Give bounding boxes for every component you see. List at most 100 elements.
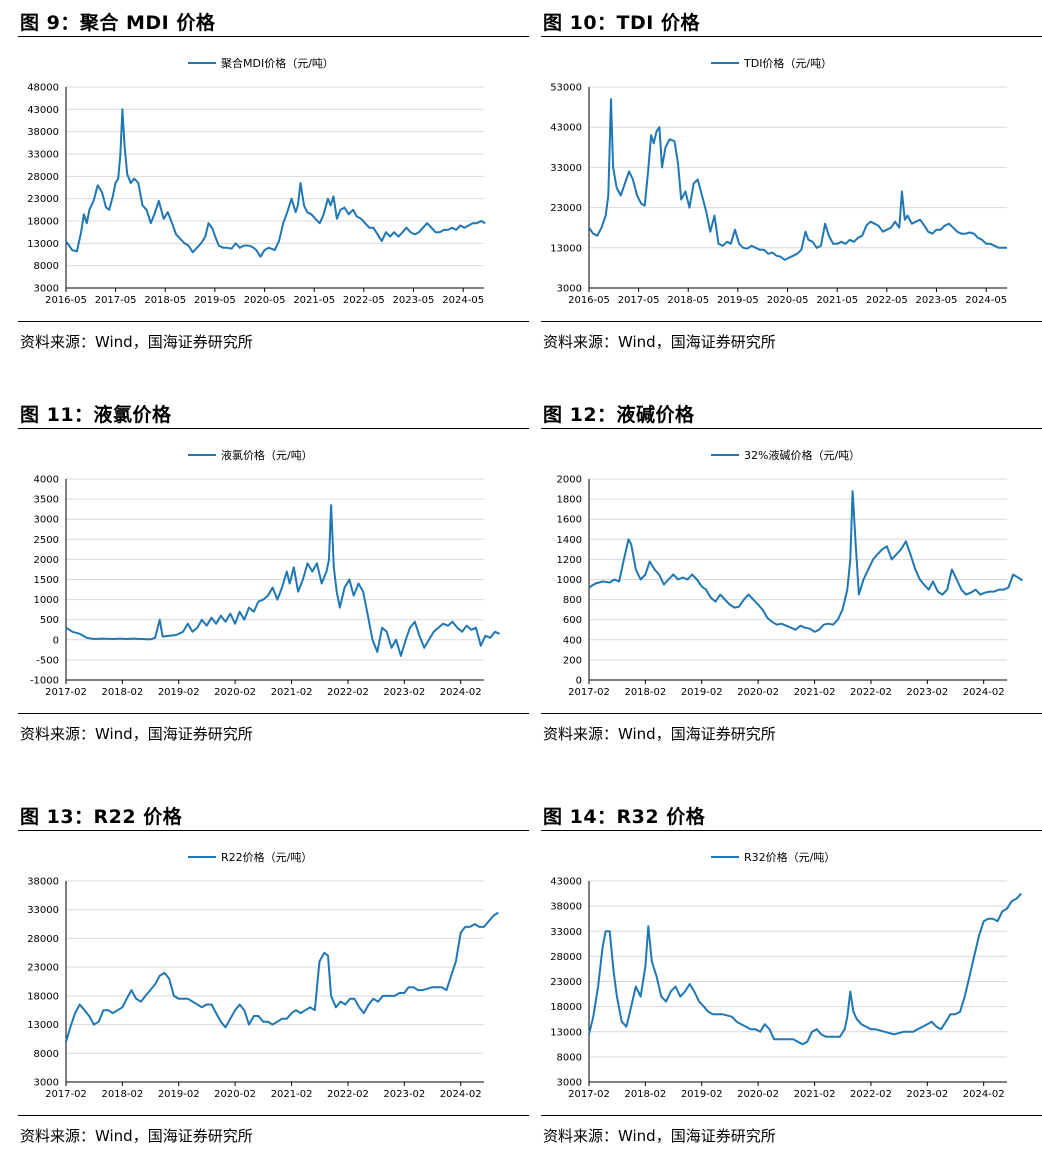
legend-label: 32%液碱价格（元/吨） bbox=[744, 448, 860, 462]
x-tick-label: 2021-02 bbox=[794, 1089, 836, 1100]
x-tick-label: 2022-05 bbox=[343, 295, 385, 306]
figure-title: 图 9：聚合 MDI 价格 bbox=[20, 12, 216, 34]
source-note: 资料来源：Wind，国海证券研究所 bbox=[20, 1127, 253, 1145]
y-tick-label: 43000 bbox=[550, 877, 582, 888]
x-tick-label: 2023-05 bbox=[916, 295, 958, 306]
y-tick-label: 28000 bbox=[550, 952, 582, 963]
legend-label: R22价格（元/吨） bbox=[221, 850, 312, 864]
x-tick-label: 2023-02 bbox=[383, 687, 425, 698]
figure-title: 图 11：液氯价格 bbox=[20, 404, 172, 426]
y-tick-label: 28000 bbox=[27, 934, 59, 945]
x-tick-label: 2020-05 bbox=[767, 295, 809, 306]
y-tick-label: 1800 bbox=[557, 495, 582, 506]
y-tick-label: 23000 bbox=[27, 194, 59, 205]
x-tick-label: 2016-05 bbox=[45, 295, 87, 306]
x-tick-label: 2021-05 bbox=[293, 295, 335, 306]
x-tick-label: 2024-02 bbox=[963, 1089, 1005, 1100]
x-tick-label: 2017-05 bbox=[618, 295, 660, 306]
x-tick-label: 2017-02 bbox=[568, 687, 610, 698]
title-rule bbox=[18, 36, 529, 37]
y-tick-label: 3500 bbox=[34, 495, 59, 506]
y-tick-label: 0 bbox=[53, 635, 59, 646]
source-rule bbox=[541, 1115, 1042, 1116]
y-tick-label: 3000 bbox=[557, 1078, 582, 1089]
y-tick-label: 13000 bbox=[550, 1027, 582, 1038]
liquid-chlorine-price-chart: -1000 -500 0 500 1000 1500 2000 2500 3000 3500 400… bbox=[30, 448, 500, 698]
x-tick-label: 2018-02 bbox=[101, 1089, 143, 1100]
y-tick-label: 400 bbox=[563, 635, 582, 646]
series-line bbox=[65, 108, 486, 258]
x-tick-label: 2019-02 bbox=[681, 687, 723, 698]
y-tick-label: 18000 bbox=[27, 991, 59, 1002]
x-tick-label: 2019-05 bbox=[194, 295, 236, 306]
figure-title: 图 13：R22 价格 bbox=[20, 806, 183, 828]
x-tick-label: 2020-02 bbox=[214, 1089, 256, 1100]
y-tick-label: 18000 bbox=[27, 217, 59, 228]
source-note: 资料来源：Wind，国海证券研究所 bbox=[20, 725, 253, 743]
figure-title: 图 12：液碱价格 bbox=[543, 404, 695, 426]
series-line bbox=[65, 504, 500, 657]
y-tick-label: 13000 bbox=[27, 239, 59, 250]
title-rule bbox=[541, 36, 1042, 37]
y-tick-label: 43000 bbox=[27, 105, 59, 116]
x-tick-label: 2018-05 bbox=[667, 295, 709, 306]
x-tick-label: 2017-02 bbox=[45, 1089, 87, 1100]
x-tick-label: 2023-02 bbox=[906, 687, 948, 698]
y-tick-label: 1000 bbox=[34, 595, 59, 606]
y-tick-label: 18000 bbox=[550, 1002, 582, 1013]
y-tick-label: 8000 bbox=[34, 261, 59, 272]
x-tick-label: 2024-05 bbox=[965, 295, 1007, 306]
r22-price-chart: 3000 8000 13000 18000 23000 28000 33000 38000 20… bbox=[27, 850, 499, 1100]
title-rule bbox=[541, 830, 1042, 831]
source-rule bbox=[18, 321, 529, 322]
y-tick-label: 600 bbox=[563, 615, 582, 626]
series-line bbox=[588, 490, 1024, 633]
legend-label: R32价格（元/吨） bbox=[744, 850, 835, 864]
y-tick-label: 1600 bbox=[557, 515, 582, 526]
x-tick-label: 2024-05 bbox=[442, 295, 484, 306]
y-tick-label: 8000 bbox=[557, 1052, 582, 1063]
x-tick-label: 2022-05 bbox=[866, 295, 908, 306]
title-rule bbox=[18, 830, 529, 831]
source-note: 资料来源：Wind，国海证券研究所 bbox=[543, 1127, 776, 1145]
x-tick-label: 2022-02 bbox=[327, 1089, 369, 1100]
title-rule bbox=[541, 428, 1042, 429]
x-tick-label: 2020-02 bbox=[214, 687, 256, 698]
y-tick-label: 48000 bbox=[27, 83, 59, 94]
source-note: 资料来源：Wind，国海证券研究所 bbox=[20, 333, 253, 351]
r32-price-chart: 3000 8000 13000 18000 23000 28000 33000 38000 43… bbox=[550, 850, 1022, 1100]
y-tick-label: 3000 bbox=[34, 1078, 59, 1089]
x-tick-label: 2023-02 bbox=[383, 1089, 425, 1100]
source-note: 资料来源：Wind，国海证券研究所 bbox=[543, 333, 776, 351]
legend-label: 聚合MDI价格（元/吨） bbox=[221, 56, 334, 70]
y-tick-label: 3000 bbox=[557, 284, 582, 295]
figure-panel-r32: 图 14：R32 价格 3000 8000 13000 18000 23000 28000… bbox=[541, 800, 1042, 1170]
y-tick-label: 38000 bbox=[27, 877, 59, 888]
source-rule bbox=[18, 713, 529, 714]
y-tick-label: 23000 bbox=[27, 963, 59, 974]
caustic-soda-price-chart: 0 200 400 600 800 1000 1200 1400 1600 1800 2000 201… bbox=[557, 448, 1024, 698]
y-tick-label: 43000 bbox=[550, 123, 582, 134]
y-tick-label: 2000 bbox=[557, 475, 582, 486]
series-line bbox=[588, 892, 1022, 1046]
y-tick-label: 800 bbox=[563, 595, 582, 606]
x-tick-label: 2022-02 bbox=[327, 687, 369, 698]
legend-label: TDI价格（元/吨） bbox=[743, 56, 832, 70]
x-tick-label: 2017-02 bbox=[45, 687, 87, 698]
y-tick-label: -500 bbox=[36, 655, 59, 666]
source-rule bbox=[18, 1115, 529, 1116]
y-tick-label: 33000 bbox=[27, 905, 59, 916]
figure-panel-liquid-chlorine: 图 11：液氯价格 -1000 -500 0 500 1000 1500 2000 2500 3… bbox=[18, 398, 529, 768]
x-tick-label: 2017-02 bbox=[568, 1089, 610, 1100]
y-tick-label: 1500 bbox=[34, 575, 59, 586]
x-tick-label: 2018-05 bbox=[144, 295, 186, 306]
series-line bbox=[65, 911, 499, 1043]
x-tick-label: 2023-02 bbox=[906, 1089, 948, 1100]
y-tick-label: 13000 bbox=[27, 1020, 59, 1031]
y-tick-label: 2000 bbox=[34, 555, 59, 566]
y-tick-label: 33000 bbox=[550, 163, 582, 174]
y-tick-label: 13000 bbox=[550, 243, 582, 254]
y-tick-label: 3000 bbox=[34, 284, 59, 295]
x-tick-label: 2019-02 bbox=[158, 1089, 200, 1100]
tdi-price-chart: 3000 13000 23000 33000 43000 53000 2016-05 2017… bbox=[550, 56, 1007, 306]
